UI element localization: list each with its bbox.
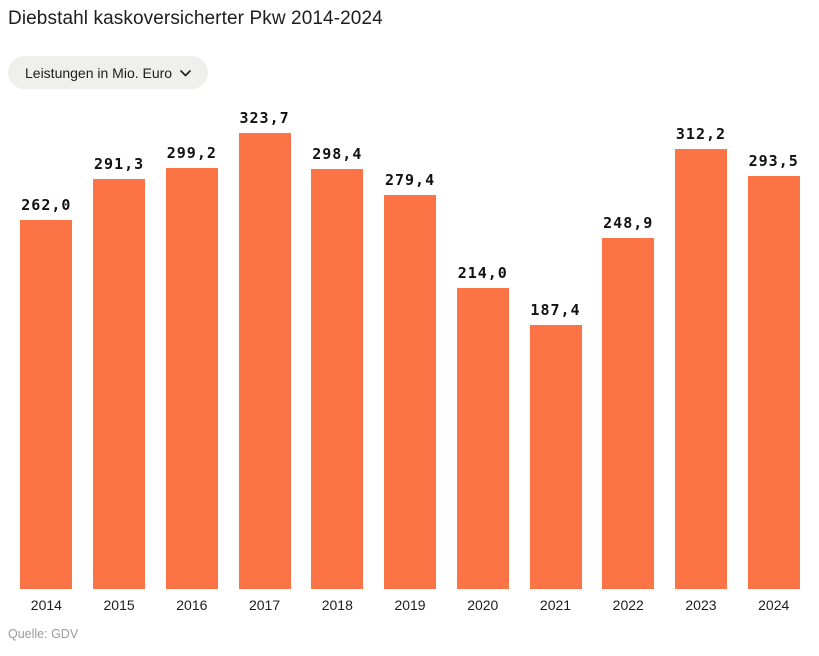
bar-value-label-2014: 262,0	[21, 195, 72, 214]
bar-2015[interactable]	[93, 178, 146, 589]
x-tick-2021: 2021	[539, 597, 572, 613]
x-tick-2022: 2022	[612, 597, 644, 613]
bar-2020[interactable]	[456, 287, 509, 589]
x-tick-2014: 2014	[30, 597, 62, 613]
bar-2018[interactable]	[311, 168, 364, 589]
chevron-down-icon	[180, 70, 191, 77]
chart-column-2022: 248,9	[592, 100, 665, 589]
x-tick-2023: 2023	[685, 597, 717, 613]
chart-column-2021: 187,4	[519, 100, 592, 589]
chart-column-2024: 293,5	[737, 100, 810, 589]
chart-column-2014: 262,0	[10, 100, 83, 589]
chart-column-2023: 312,2	[665, 100, 738, 589]
x-tick-2015: 2015	[103, 597, 135, 613]
chart-column-2016: 299,2	[155, 100, 228, 589]
x-tick-2017: 2017	[248, 597, 281, 613]
bar-2014[interactable]	[20, 219, 73, 589]
x-axis: 2014 2015 2016 2017 2018 2019 2020 2021 2022 2023…	[10, 597, 810, 613]
chart-column-2017: 323,7	[228, 100, 301, 589]
bar-value-label-2020: 214,0	[457, 263, 508, 282]
x-tick-2024: 2024	[758, 597, 790, 613]
x-tick-2016: 2016	[176, 597, 208, 613]
bar-value-label-2019: 279,4	[384, 171, 436, 190]
bar-value-label-2017: 323,7	[239, 109, 290, 127]
bar-chart: 262,0 291,3 299,2 323,7 298,4 279,4 214,0 187,4…	[10, 100, 810, 589]
bar-2021[interactable]	[529, 325, 582, 589]
metric-dropdown[interactable]: Leistungen in Mio. Euro	[8, 56, 209, 89]
bar-2016[interactable]	[165, 167, 218, 589]
chart-column-2018: 298,4	[301, 100, 374, 589]
source-note: Quelle: GDV	[8, 627, 79, 641]
x-tick-2020: 2020	[467, 597, 499, 613]
bar-2024[interactable]	[747, 175, 800, 589]
bar-2022[interactable]	[602, 238, 655, 589]
x-tick-2018: 2018	[321, 597, 353, 613]
chart-column-2019: 279,4	[374, 100, 447, 589]
bar-value-label-2024: 293,5	[748, 151, 799, 170]
bar-2023[interactable]	[674, 149, 727, 589]
bar-value-label-2021: 187,4	[530, 301, 581, 319]
chart-title: Diebstahl kaskoversicherter Pkw 2014-202…	[8, 8, 383, 29]
bar-2017[interactable]	[238, 133, 291, 589]
bar-value-label-2023: 312,2	[675, 125, 727, 144]
bar-value-label-2016: 299,2	[166, 143, 217, 162]
chart-column-2020: 214,0	[446, 100, 519, 589]
bar-2019[interactable]	[384, 195, 437, 589]
chart-column-2015: 291,3	[83, 100, 156, 589]
bar-value-label-2018: 298,4	[312, 144, 363, 163]
bar-value-label-2015: 291,3	[94, 154, 145, 173]
metric-dropdown-label: Leistungen in Mio. Euro	[25, 64, 173, 81]
x-tick-2019: 2019	[394, 597, 426, 613]
bar-value-label-2022: 248,9	[603, 214, 654, 233]
